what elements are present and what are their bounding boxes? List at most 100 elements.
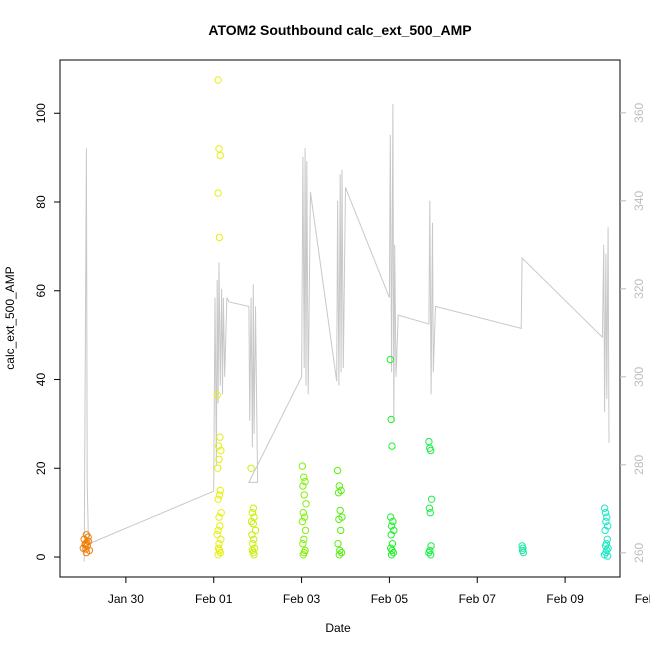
data-point (334, 489, 343, 497)
y-right-tick-label: 280 (632, 454, 646, 474)
x-tick-label: Jan 30 (108, 592, 144, 606)
x-axis: Jan 30 Feb 01 Feb 03 Feb 05 Feb 07 Feb 09 Feb … (108, 577, 650, 606)
data-point (389, 517, 397, 526)
data-point (214, 495, 222, 503)
data-point (215, 233, 224, 242)
data-point (426, 509, 434, 517)
data-point (300, 473, 308, 481)
data-point (387, 415, 395, 424)
data-point (215, 145, 223, 153)
data-point (249, 520, 258, 528)
data-point (427, 446, 435, 455)
data-point (427, 542, 435, 550)
data-point (249, 504, 258, 512)
data-point (299, 551, 307, 559)
data-point (298, 462, 307, 470)
x-tick-label: Feb 11 (635, 592, 650, 606)
data-point (389, 548, 398, 557)
data-point (301, 526, 310, 535)
data-point (248, 509, 257, 517)
data-point (214, 464, 222, 472)
y-axis-left: 0 20 40 60 80 100 (34, 103, 60, 560)
data-point (388, 546, 396, 555)
data-point (216, 151, 225, 160)
y-tick-label: 20 (34, 461, 48, 475)
data-point (337, 548, 346, 557)
data-point (299, 482, 307, 490)
data-point (335, 515, 343, 523)
data-point (214, 189, 222, 197)
data-point (214, 76, 222, 84)
x-tick-label: Feb 01 (195, 592, 233, 606)
data-point (299, 540, 307, 548)
data-point (215, 491, 224, 499)
data-point (214, 551, 222, 559)
data-point (214, 526, 222, 535)
data-point (216, 548, 225, 557)
data-point (519, 548, 528, 557)
data-point (248, 531, 256, 539)
data-point (214, 442, 223, 450)
data-point (387, 513, 395, 521)
data-point (387, 551, 396, 559)
data-point (251, 526, 260, 535)
data-point (82, 545, 90, 553)
x-tick-label: Feb 03 (283, 592, 321, 606)
data-point (427, 551, 435, 559)
data-point (387, 522, 396, 530)
data-point (603, 513, 611, 521)
data-point (81, 540, 89, 549)
y-right-tick-label: 300 (632, 366, 646, 386)
data-point (216, 433, 224, 441)
data-point (250, 551, 258, 559)
x-tick-label: Feb 07 (459, 592, 497, 606)
data-point (337, 526, 345, 535)
y-tick-label: 40 (34, 373, 48, 387)
y-right-tick-label: 320 (632, 278, 646, 298)
data-point (603, 535, 611, 543)
data-point (300, 491, 308, 499)
data-point (336, 546, 344, 555)
y-tick-label: 0 (34, 553, 48, 560)
data-point (387, 531, 395, 539)
y-right-tick-label: 260 (632, 542, 646, 562)
data-point (604, 552, 612, 560)
y-tick-label: 60 (34, 284, 48, 298)
y-tick-label: 100 (34, 103, 48, 123)
x-axis-label: Date (325, 621, 351, 635)
y-right-tick-label: 360 (632, 102, 646, 122)
data-point (250, 535, 258, 543)
y-axis-label: calc_ext_500_AMP (3, 266, 17, 369)
data-point (425, 548, 433, 557)
data-point (300, 535, 308, 543)
data-point (388, 442, 396, 450)
points-layer (79, 76, 612, 560)
data-point (602, 517, 610, 526)
data-point (215, 513, 223, 521)
data-point (247, 517, 256, 526)
data-point (299, 509, 307, 517)
data-point (333, 466, 342, 475)
data-point (216, 486, 225, 495)
data-point (601, 526, 609, 535)
data-point (217, 535, 225, 543)
data-point (215, 455, 223, 464)
data-point (213, 391, 221, 399)
data-point (302, 500, 310, 508)
data-point (425, 504, 434, 512)
plot-frame (59, 59, 621, 578)
data-point (82, 531, 91, 539)
data-point (300, 513, 309, 521)
line-layer (83, 103, 610, 562)
data-point (425, 437, 433, 446)
y-axis-right: 260 280 300 320 340 360 (620, 102, 646, 563)
data-point (247, 464, 255, 472)
data-point (217, 509, 225, 517)
data-point (334, 540, 342, 548)
data-point (298, 517, 307, 526)
data-point (217, 446, 225, 455)
x-tick-label: Feb 05 (371, 592, 409, 606)
data-point (216, 522, 224, 530)
data-point (335, 551, 343, 559)
